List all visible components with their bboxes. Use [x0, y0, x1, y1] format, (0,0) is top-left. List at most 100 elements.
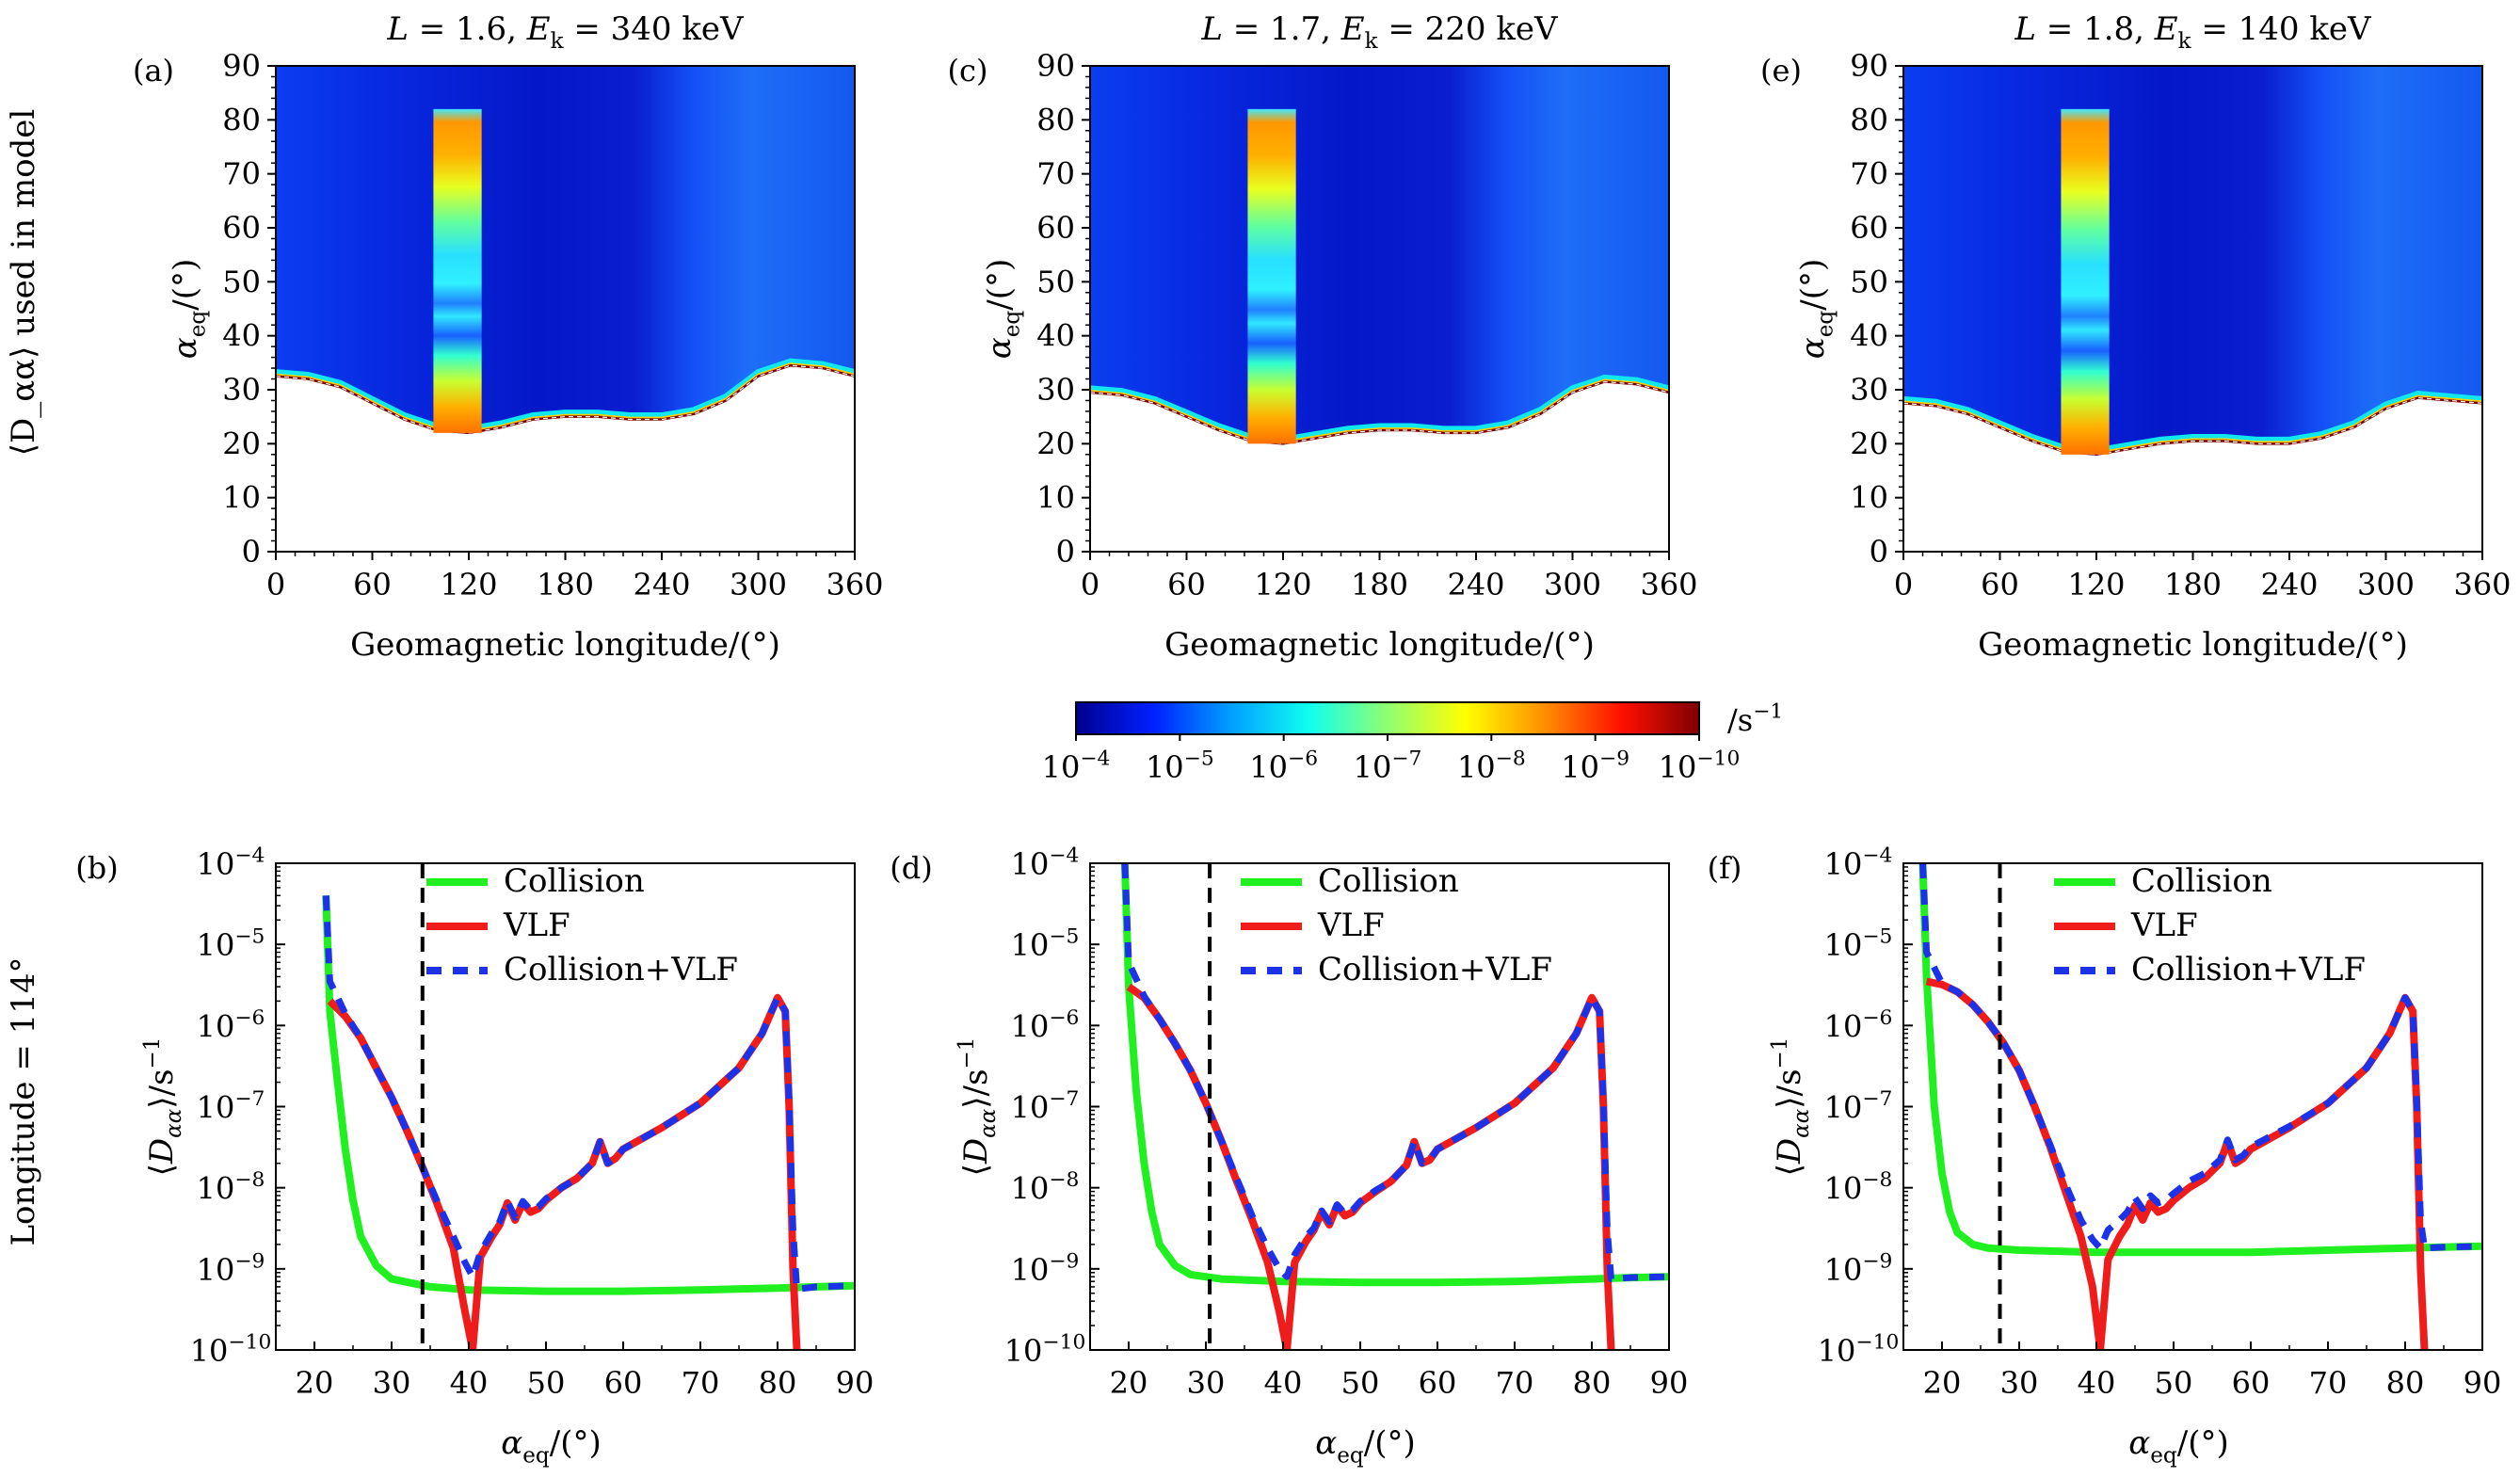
y-tick-label: 10−8	[197, 1168, 265, 1206]
colorbar-gradient	[1075, 701, 1700, 735]
x-tick-label: 70	[1496, 1365, 1534, 1401]
x-tick-label: 50	[1341, 1365, 1380, 1401]
y-tick-label: 60	[222, 210, 261, 246]
row-label-top: ⟨D_αα⟩ used in model	[5, 109, 42, 457]
series-collision-plus-vlf	[1121, 863, 1669, 1283]
x-tick-label: 60	[353, 567, 392, 602]
x-tick-label: 80	[2386, 1365, 2425, 1401]
diffusion-field	[276, 66, 855, 433]
y-tick-label: 10	[1036, 480, 1075, 516]
y-tick-label: 50	[1850, 264, 1888, 299]
line-panels: 20 30 40 50 60 70 80 90 10−10 10−9 10−8 10−7 10−6 10−…	[75, 844, 2501, 1469]
diffusion-field	[1090, 66, 1669, 444]
x-tick-label: 240	[2260, 567, 2318, 602]
y-tick-label: 0	[1870, 534, 1888, 570]
series-group	[1918, 863, 2482, 1350]
y-tick-label: 10−9	[197, 1249, 265, 1287]
series-collision	[1918, 863, 2482, 1257]
legend-label: Collision	[504, 862, 645, 900]
boundary-edge-yellow	[1902, 394, 2483, 455]
y-tick-label: 50	[222, 264, 261, 299]
y-axis-label: αeq/(°)	[1794, 259, 1838, 359]
y-tick-label: 10−5	[1824, 925, 1893, 963]
x-tick-label: 70	[682, 1365, 720, 1401]
x-tick-label: 40	[2078, 1365, 2116, 1401]
y-axis-label: ⟨Dαα⟩/s−1	[1768, 1037, 1814, 1177]
y-axis-label: ⟨Dαα⟩/s−1	[955, 1037, 1001, 1177]
legend: Collision VLF Collision+VLF	[2054, 862, 2366, 988]
series-group	[1120, 863, 1669, 1350]
colorbar-tick-label: 10−9	[1561, 747, 1629, 785]
legend-label: VLF	[1317, 907, 1385, 944]
y-tick-label: 70	[1036, 156, 1075, 192]
y-tick-label: 30	[1850, 372, 1888, 408]
x-tick-label: 40	[1264, 1365, 1303, 1401]
y-tick-label: 10−9	[1011, 1249, 1080, 1287]
x-tick-label: 0	[1081, 567, 1099, 602]
x-tick-label: 300	[730, 567, 787, 602]
panel-title: L = 1.6, Ek = 340 keV	[386, 10, 745, 54]
colorbar-tick-label: 10−10	[1659, 747, 1741, 785]
y-tick-label: 0	[242, 534, 261, 570]
colorbar: 10−4 10−5 10−6 10−7 10−8 10−9 10−10/s−1	[1042, 700, 1784, 785]
line-panel-b: 20 30 40 50 60 70 80 90 10−10 10−9 10−8 10−7 10−6 10−…	[75, 844, 874, 1469]
x-tick-label: 180	[1351, 567, 1408, 602]
x-tick-label: 40	[450, 1365, 489, 1401]
legend-label: Collision	[2131, 862, 2272, 900]
x-tick-label: 20	[1923, 1365, 1962, 1401]
y-tick-label: 10−7	[1824, 1087, 1893, 1125]
x-tick-label: 240	[633, 567, 690, 602]
y-tick-label: 10−4	[197, 844, 265, 882]
x-tick-label: 80	[1573, 1365, 1612, 1401]
y-tick-label: 80	[1850, 102, 1888, 137]
y-tick-label: 60	[1036, 210, 1075, 246]
panel-title: L = 1.7, Ek = 220 keV	[1200, 10, 1559, 54]
colorbar-tick-label: 10−7	[1354, 747, 1422, 785]
y-tick-label: 70	[222, 156, 261, 192]
x-axis-label: αeq/(°)	[2128, 1424, 2228, 1469]
boundary-dashed	[1902, 396, 2483, 456]
y-tick-label: 10−5	[197, 925, 265, 963]
boundary-dashed	[1089, 380, 1670, 444]
y-tick-label: 10−10	[1818, 1331, 1900, 1369]
boundary-edge-cyan	[1902, 391, 2483, 455]
y-tick-label: 10−4	[1011, 844, 1080, 882]
series-vlf	[327, 993, 801, 1350]
x-tick-label: 300	[2357, 567, 2415, 602]
heatmap-panels: 0 60 120 180 240 300 3600102030405060708090(a)…	[133, 10, 2512, 664]
x-axis-label: Geomagnetic longitude/(°)	[1978, 626, 2408, 664]
y-tick-label: 10	[1850, 480, 1888, 516]
boundary-edge-cyan	[275, 358, 856, 433]
x-tick-label: 60	[1981, 567, 2019, 602]
panel-label: (b)	[75, 850, 118, 886]
panel-label: (d)	[890, 850, 932, 886]
y-tick-label: 20	[1850, 426, 1888, 461]
panel-label: (e)	[1760, 53, 1802, 88]
y-tick-label: 90	[222, 48, 261, 84]
y-tick-label: 40	[1036, 318, 1075, 354]
boundary-line	[275, 363, 856, 435]
x-axis-label: αeq/(°)	[501, 1424, 601, 1469]
y-tick-label: 10−7	[1011, 1087, 1080, 1125]
y-tick-label: 10−9	[1824, 1249, 1893, 1287]
colorbar-unit: /s−1	[1727, 700, 1783, 738]
x-tick-label: 360	[2453, 567, 2511, 602]
x-axis-label: Geomagnetic longitude/(°)	[350, 626, 780, 664]
legend-label: Collision+VLF	[504, 951, 738, 988]
y-tick-label: 80	[1036, 102, 1075, 137]
series-collision-plus-vlf	[1919, 863, 2482, 1252]
y-tick-label: 30	[222, 372, 261, 408]
x-tick-label: 80	[759, 1365, 797, 1401]
y-tick-label: 30	[1036, 372, 1075, 408]
x-tick-label: 60	[604, 1365, 643, 1401]
panel-title: L = 1.8, Ek = 140 keV	[2014, 10, 2372, 54]
x-tick-label: 60	[2232, 1365, 2271, 1401]
y-tick-label: 10	[222, 480, 261, 516]
x-tick-label: 30	[373, 1365, 411, 1401]
x-tick-label: 120	[440, 567, 497, 602]
x-axis-label: αeq/(°)	[1315, 1424, 1415, 1469]
y-tick-label: 90	[1036, 48, 1075, 84]
y-tick-label: 20	[1036, 426, 1075, 461]
x-tick-label: 360	[1640, 567, 1697, 602]
